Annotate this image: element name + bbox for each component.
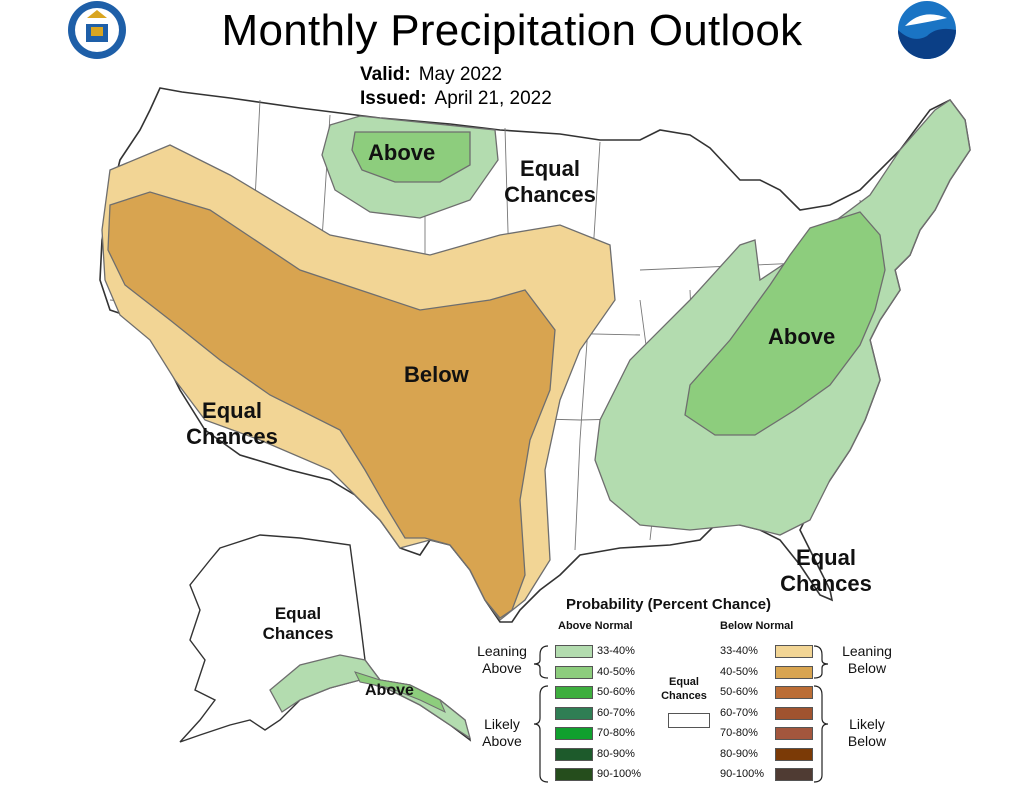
legend-above-header: Above Normal <box>558 620 633 632</box>
above-swatch-3 <box>555 706 593 720</box>
below-swatch-3 <box>775 706 813 720</box>
region-label-ec-west: Equal Chances <box>186 398 278 449</box>
below-swatch-label-2: 50-60% <box>720 686 758 698</box>
above-swatch-label-6: 90-100% <box>597 768 642 780</box>
legend-equal-label: Equal Chances <box>661 676 707 702</box>
below-swatch-label-6: 90-100% <box>720 768 765 780</box>
region-label-below: Below <box>404 362 469 387</box>
legend-braces <box>533 645 829 783</box>
legend-title: Probability (Percent Chance) <box>566 596 772 613</box>
noaa-logo-icon <box>898 1 956 59</box>
above-swatch-5 <box>555 747 593 761</box>
legend-leaning-below: Leaning Below <box>842 643 892 676</box>
above-east-inner <box>684 211 886 436</box>
below-swatch-label-0: 33-40% <box>720 645 758 657</box>
above-swatch-label-2: 50-60% <box>597 686 635 698</box>
below-swatch-label-3: 60-70% <box>720 706 758 719</box>
region-label-ec-alaska: Equal Chances <box>262 604 334 644</box>
below-swatch-label-4: 70-80% <box>720 727 758 739</box>
above-north-inner <box>351 131 471 183</box>
above-swatch-label-5: 80-90% <box>597 747 635 760</box>
valid-line: Valid: May 2022 <box>360 64 502 86</box>
below-swatch-label-1: 40-50% <box>720 665 758 678</box>
legend-leaning-above: Leaning Above <box>477 643 527 676</box>
above-swatch-label-1: 40-50% <box>597 665 635 678</box>
below-swatch-0 <box>775 645 813 658</box>
above-swatch-label-3: 60-70% <box>597 706 635 719</box>
above-swatch-4 <box>555 727 593 740</box>
valid-label: Valid: <box>360 64 411 85</box>
below-swatch-label-5: 80-90% <box>720 747 758 760</box>
region-label-ec-southeast: Equal Chances <box>780 545 872 596</box>
above-swatch-label-4: 70-80% <box>597 727 635 739</box>
above-swatch-label-0: 33-40% <box>597 645 635 657</box>
above-swatch-2 <box>555 686 593 699</box>
below-swatch-5 <box>775 747 813 761</box>
below-core-region <box>107 191 556 619</box>
above-swatch-1 <box>555 665 593 679</box>
issued-line: Issued: April 21, 2022 <box>360 88 552 110</box>
region-label-ec-north: Equal Chances <box>504 156 596 207</box>
above-swatch-0 <box>555 645 593 658</box>
region-label-above-east: Above <box>768 324 836 349</box>
legend-below-header: Below Normal <box>720 620 794 632</box>
below-swatch-6 <box>775 768 813 781</box>
region-label-above-north: Above <box>368 140 436 165</box>
above-alaska-region <box>269 654 472 740</box>
below-swatch-2 <box>775 686 813 699</box>
below-swatch-1 <box>775 665 813 679</box>
above-swatch-6 <box>555 768 593 781</box>
department-of-commerce-seal-icon <box>68 1 126 59</box>
legend-equal-swatch <box>668 713 710 728</box>
below-swatch-4 <box>775 727 813 740</box>
region-label-above-alaska: Above <box>365 682 414 699</box>
legend-likely-above: Likely Above <box>482 716 522 749</box>
issued-label: Issued: <box>360 88 427 109</box>
legend-likely-below: Likely Below <box>847 716 887 749</box>
valid-value: May 2022 <box>418 64 503 85</box>
issued-value: April 21, 2022 <box>434 88 552 109</box>
above-alaska-core <box>354 671 446 714</box>
page-title: Monthly Precipitation Outlook <box>221 6 803 55</box>
